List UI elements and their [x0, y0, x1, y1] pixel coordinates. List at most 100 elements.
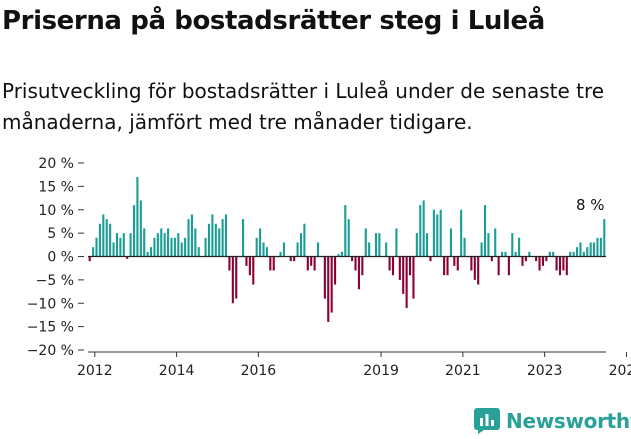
bar — [156, 233, 159, 257]
bar — [477, 256, 480, 285]
x-tick-label: 2025 — [609, 363, 631, 379]
bar — [310, 256, 313, 266]
bar — [412, 256, 415, 299]
y-axis: 20 % 15 % 10 % 5 % 0 % −5 % −10 % −15 % −20 % — [27, 156, 84, 359]
bar — [293, 256, 296, 262]
bar — [95, 237, 98, 257]
bar — [599, 237, 602, 257]
y-tick-label: 15 % — [38, 179, 74, 195]
x-tick-label: 2012 — [77, 363, 113, 379]
bar — [194, 228, 197, 257]
bar — [388, 256, 391, 271]
bar — [395, 228, 398, 257]
bar — [344, 205, 347, 257]
bar — [143, 228, 146, 257]
bar — [541, 256, 545, 266]
bar — [579, 242, 582, 257]
bar — [262, 242, 265, 257]
bar — [187, 219, 190, 257]
bar — [126, 256, 129, 259]
bar — [565, 256, 568, 276]
y-tick-label: 20 % — [38, 156, 74, 172]
bar — [269, 256, 272, 271]
bar — [470, 256, 473, 271]
bar — [184, 237, 187, 257]
bar — [221, 219, 224, 257]
bar — [146, 251, 149, 257]
bar — [167, 228, 170, 257]
bar — [483, 205, 487, 257]
bar — [255, 237, 258, 257]
x-tick-label: 2021 — [445, 363, 481, 379]
bar — [160, 228, 163, 257]
bar — [582, 251, 585, 257]
bar — [259, 228, 262, 257]
bar — [265, 247, 268, 257]
newsworthy-logo[interactable]: Newsworthy — [474, 406, 631, 436]
bar — [299, 233, 303, 257]
bar — [323, 256, 326, 299]
bar — [289, 256, 292, 262]
bar — [279, 251, 282, 257]
bar — [593, 242, 596, 257]
bar — [456, 256, 459, 271]
bar — [562, 256, 565, 271]
y-tick-label: 5 % — [47, 226, 74, 242]
bar — [296, 242, 299, 257]
bar — [385, 242, 388, 257]
y-tick-label: 0 % — [47, 250, 74, 266]
bar — [235, 256, 238, 299]
bar — [92, 247, 95, 257]
bar — [98, 223, 101, 257]
bar — [231, 256, 234, 304]
x-tick-label: 2023 — [527, 363, 563, 379]
y-tick-label: −20 % — [27, 343, 74, 359]
bar — [439, 209, 442, 257]
bar — [528, 251, 531, 257]
bar — [555, 256, 558, 271]
bar — [514, 251, 517, 257]
bar — [139, 200, 142, 257]
bar — [129, 233, 132, 257]
bar — [374, 233, 378, 257]
bar — [368, 242, 371, 257]
bar — [552, 251, 555, 257]
bar — [480, 242, 483, 257]
bar — [170, 237, 173, 257]
bar — [173, 237, 176, 257]
bar — [422, 200, 425, 257]
bar — [224, 214, 228, 257]
x-tick-label: 2014 — [159, 363, 195, 379]
bar — [337, 254, 340, 257]
bar — [545, 256, 548, 262]
x-tick-label: 2019 — [363, 363, 399, 379]
bar — [501, 251, 504, 257]
bar — [494, 228, 497, 257]
bar — [248, 256, 251, 276]
bar — [521, 256, 524, 266]
bar — [149, 247, 153, 257]
bar — [361, 256, 364, 276]
chart-subtitle: Prisutveckling för bostadsrätter i Luleå… — [2, 79, 605, 134]
bar — [109, 223, 112, 257]
bar — [347, 219, 350, 257]
y-tick-label: 10 % — [38, 203, 74, 219]
bar — [122, 233, 125, 257]
bar — [303, 223, 306, 257]
bar — [524, 256, 527, 262]
bar — [214, 223, 217, 257]
bar — [252, 256, 255, 285]
y-tick-label: −10 % — [27, 296, 74, 312]
bar — [306, 256, 309, 271]
x-tick-label: 2016 — [241, 363, 277, 379]
bar — [351, 256, 354, 262]
y-tick-label: −15 % — [27, 320, 74, 336]
y-tick-label: −5 % — [36, 273, 74, 289]
bar — [453, 256, 456, 266]
bar — [507, 256, 510, 276]
bar — [511, 233, 514, 257]
bar — [504, 251, 507, 257]
bar-series — [88, 177, 606, 322]
bar — [228, 256, 231, 271]
bar — [443, 256, 446, 276]
